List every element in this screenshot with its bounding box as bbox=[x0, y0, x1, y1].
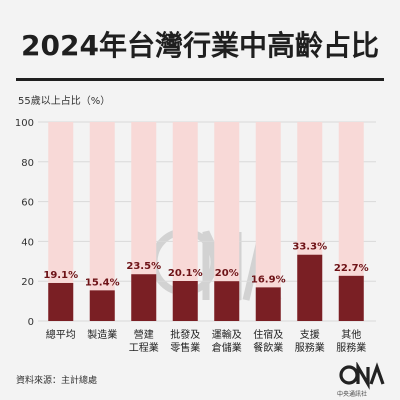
x-tick-label: 支援 bbox=[300, 328, 320, 341]
y-tick-label: 60 bbox=[21, 198, 34, 209]
y-tick-label: 20 bbox=[21, 277, 34, 288]
bar bbox=[214, 281, 240, 321]
bar-value-label: 22.7% bbox=[334, 263, 369, 274]
source-note: 資料來源：主計總處 bbox=[16, 376, 98, 386]
bar bbox=[338, 275, 364, 321]
bar bbox=[297, 254, 323, 321]
y-tick-label: 80 bbox=[21, 158, 34, 169]
bar-value-label: 19.1% bbox=[43, 270, 78, 281]
x-tick-label: 工程業 bbox=[129, 341, 159, 354]
bar bbox=[131, 274, 157, 321]
x-tick-label: 其他 bbox=[341, 328, 361, 341]
x-tick-label: 服務業 bbox=[336, 341, 366, 354]
bar-value-label: 20.1% bbox=[168, 268, 203, 279]
x-tick-label: 倉儲業 bbox=[212, 341, 242, 354]
bar bbox=[255, 287, 281, 321]
y-tick-label: 40 bbox=[21, 237, 34, 248]
x-tick-label: 餐飲業 bbox=[253, 341, 283, 354]
bar-value-label: 33.3% bbox=[292, 242, 327, 253]
x-tick-label: 零售業 bbox=[170, 341, 200, 354]
bar-value-label: 16.9% bbox=[251, 274, 286, 285]
bar bbox=[48, 282, 74, 321]
x-tick-label: 住宿及 bbox=[253, 328, 283, 341]
y-axis-label: 55歲以上占比（%） bbox=[18, 94, 110, 107]
x-tick-label: 批發及 bbox=[170, 328, 200, 341]
y-tick-label: 100 bbox=[15, 118, 34, 129]
bar bbox=[172, 281, 198, 321]
bar-track bbox=[89, 122, 115, 321]
x-tick-label: 總平均 bbox=[46, 328, 76, 341]
x-tick-label: 營建 bbox=[134, 328, 154, 341]
bar-value-label: 23.5% bbox=[126, 261, 161, 272]
bar-value-label: 15.4% bbox=[85, 277, 120, 288]
bar bbox=[89, 290, 115, 321]
x-tick-label: 運輸及 bbox=[212, 328, 242, 341]
cna-logo bbox=[339, 362, 385, 390]
x-tick-label: 服務業 bbox=[295, 341, 325, 354]
chart-title: 2024年台灣行業中高齡占比 bbox=[21, 29, 379, 62]
title-divider bbox=[16, 78, 384, 81]
cna-logo-subtext: 中央通訊社 bbox=[337, 391, 368, 398]
x-tick-label: 製造業 bbox=[87, 328, 117, 341]
y-tick-label: 0 bbox=[28, 317, 34, 328]
bar-value-label: 20% bbox=[215, 268, 239, 279]
